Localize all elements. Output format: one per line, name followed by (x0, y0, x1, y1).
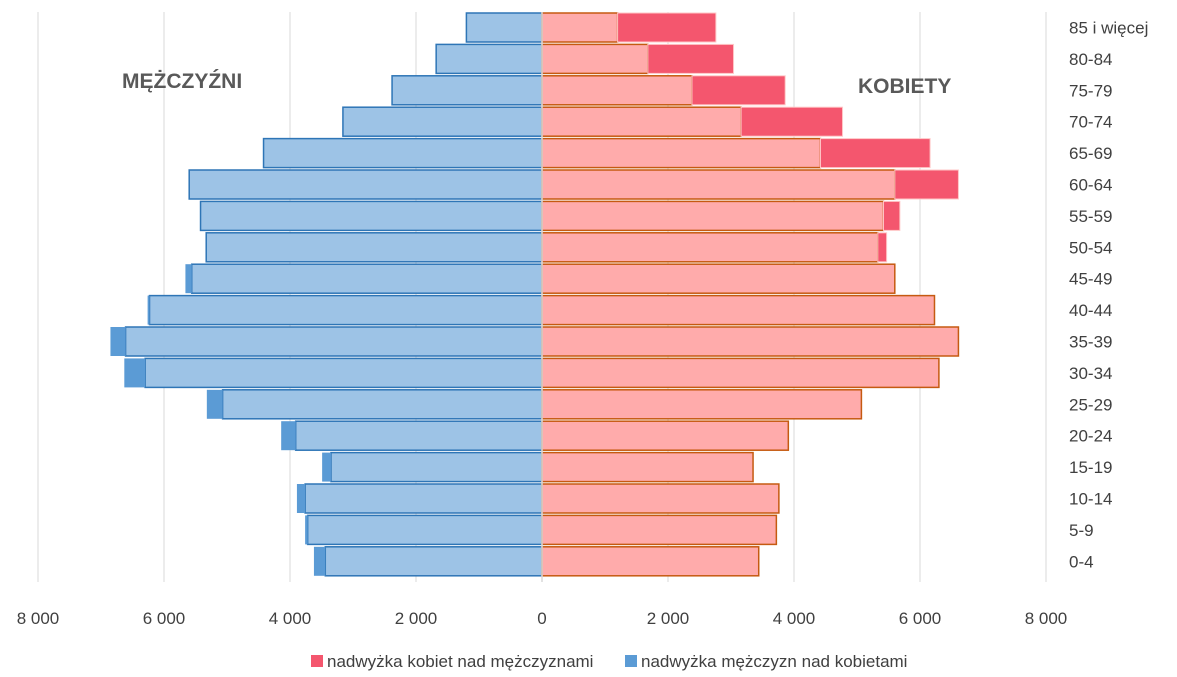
bar-women (541, 169, 896, 200)
bar-excess-men (313, 546, 326, 576)
x-tick-label: 8 000 (1025, 609, 1068, 628)
bar-women (541, 263, 896, 294)
bar-men (144, 357, 543, 389)
bar-excess-women (819, 138, 931, 169)
bar-excess-women (894, 169, 959, 200)
age-label: 15-19 (1069, 458, 1112, 477)
bar-men (330, 451, 543, 483)
legend-swatch (625, 655, 637, 667)
bar-excess-men (124, 358, 146, 388)
age-label: 60-64 (1069, 176, 1112, 195)
age-label: 50-54 (1069, 238, 1112, 257)
bar-men (342, 106, 543, 137)
bar-women (541, 546, 760, 577)
bar-women (541, 420, 790, 451)
bar-women (541, 106, 742, 137)
x-tick-label: 4 000 (773, 609, 816, 628)
legend-label: nadwyżka kobiet nad mężczyznami (327, 652, 593, 671)
bar-women (541, 75, 693, 106)
bar-men (221, 389, 543, 420)
bar-excess-men (110, 327, 126, 356)
x-tick-label: 0 (537, 609, 546, 628)
legend-swatch (311, 655, 323, 667)
bar-men (306, 514, 543, 546)
bar-excess-women (647, 43, 735, 74)
bar-men (391, 75, 543, 106)
bar-men (324, 546, 543, 577)
age-label: 75-79 (1069, 81, 1112, 100)
age-label: 35-39 (1069, 333, 1112, 352)
bar-excess-women (877, 232, 888, 263)
bar-men (199, 200, 543, 232)
bar-women (541, 451, 754, 483)
bar-women (541, 200, 885, 232)
x-tick-label: 2 000 (647, 609, 690, 628)
bar-men (465, 12, 543, 43)
age-label: 65-69 (1069, 144, 1112, 163)
bar-women (541, 389, 863, 420)
bar-women (541, 12, 619, 43)
bar-excess-men (147, 295, 150, 325)
bar-women (541, 232, 879, 263)
age-label: 20-24 (1069, 427, 1112, 446)
bar-excess-men (296, 484, 306, 513)
bar-men (188, 169, 543, 200)
legend: nadwyżka kobiet nad mężczyznami nadwyżka … (311, 652, 907, 671)
age-label: 30-34 (1069, 364, 1112, 383)
bar-excess-men (185, 264, 192, 294)
bar-women (541, 326, 960, 357)
age-group-labels: 0-4 5-9 10-14 15-19 20-24 25-29 30-34 35-39 40-4… (1069, 19, 1148, 572)
bar-men (190, 263, 543, 294)
age-label: 45-49 (1069, 270, 1112, 289)
bar-excess-women (691, 75, 786, 106)
legend-label: nadwyżka mężczyzn nad kobietami (641, 652, 907, 671)
x-tick-label: 6 000 (143, 609, 186, 628)
age-label: 5-9 (1069, 521, 1094, 540)
bar-excess-women (740, 106, 844, 137)
bar-women (541, 43, 649, 75)
bar-men (262, 137, 543, 169)
age-label: 80-84 (1069, 50, 1112, 69)
men-side-label: MĘŻCZYŹNI (122, 70, 242, 93)
bar-women (541, 514, 778, 546)
bar-excess-women (617, 12, 717, 43)
x-tick-label: 8 000 (17, 609, 60, 628)
bar-excess-men (281, 421, 296, 451)
bar-men (124, 326, 543, 357)
x-tick-label: 6 000 (899, 609, 942, 628)
age-label: 25-29 (1069, 395, 1112, 414)
bar-excess-men (322, 452, 331, 482)
age-label: 55-59 (1069, 207, 1112, 226)
bar-men (435, 43, 543, 75)
x-tick-label: 4 000 (269, 609, 312, 628)
bar-excess-men (206, 389, 223, 419)
age-label: 70-74 (1069, 113, 1112, 132)
women-side-label: KOBIETY (858, 75, 951, 98)
bar-women (541, 137, 822, 169)
x-axis-tick-labels: 8 000 6 000 4 000 2 000 0 2 000 4 000 6 000 8 00… (17, 609, 1068, 628)
bar-women (541, 357, 940, 389)
bar-women (541, 483, 780, 514)
age-label: 85 i więcej (1069, 19, 1148, 38)
bar-men (304, 483, 543, 514)
bar-men (294, 420, 543, 451)
bars (110, 12, 960, 582)
bar-excess-men (305, 515, 308, 545)
x-tick-label: 2 000 (395, 609, 438, 628)
age-label: 40-44 (1069, 301, 1112, 320)
bar-men (205, 232, 543, 263)
bar-men (148, 294, 543, 326)
bar-excess-women (882, 200, 901, 231)
bar-women (541, 294, 936, 326)
age-label: 0-4 (1069, 552, 1094, 571)
age-label: 10-14 (1069, 490, 1112, 509)
